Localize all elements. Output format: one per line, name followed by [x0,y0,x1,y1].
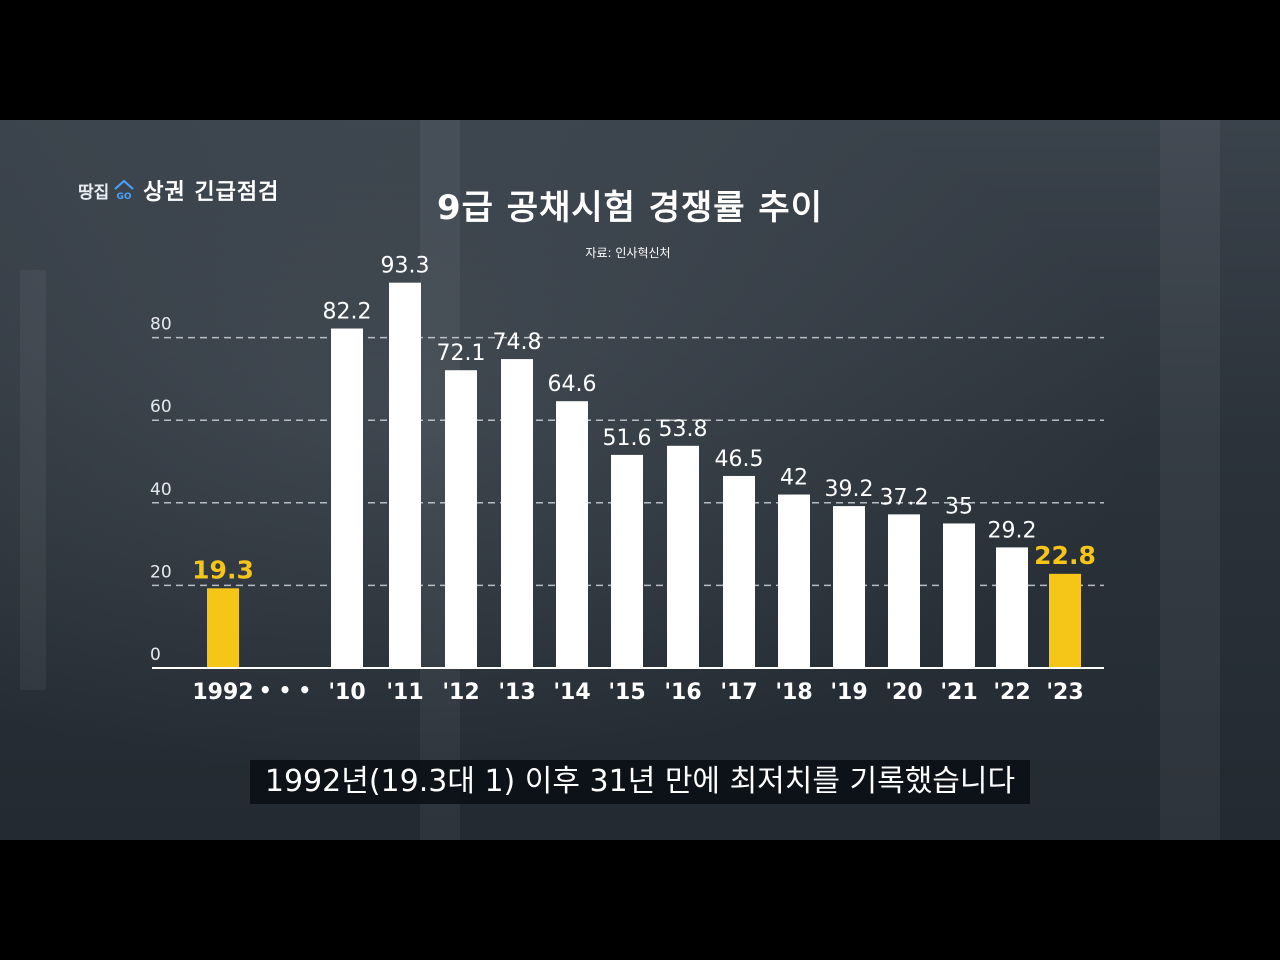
logo-section: 상권 긴급점검 [143,180,280,205]
y-tick-label: 0 [150,645,161,665]
bar [445,370,477,668]
svg-text:GO: GO [117,192,132,201]
x-tick-label: '21 [940,680,977,705]
data-label: 53.8 [659,417,708,442]
x-tick-label: '10 [328,680,365,705]
bar [331,328,363,668]
data-label: 39.2 [825,477,874,502]
x-tick-label: '17 [720,680,757,705]
x-tick-label: '15 [608,680,645,705]
data-label: 51.6 [603,426,652,451]
bar [389,282,421,668]
chart-source: 자료: 인사혁신처 [585,246,671,260]
x-tick-label: '14 [553,680,590,705]
bar [501,359,533,668]
data-label: 37.2 [880,485,929,510]
bar [778,494,810,668]
video-subtitle: 1992년(19.3대 1) 이후 31년 만에 최저치를 기록했습니다 [250,760,1030,804]
y-tick-label: 40 [150,480,172,500]
data-label: 35 [945,494,973,519]
y-tick-label: 60 [150,397,172,417]
background-pillar [20,270,46,690]
logo-brand: 땅집 [78,182,110,203]
data-label: 29.2 [988,518,1037,543]
bar [943,523,975,668]
bar [833,506,865,668]
x-tick-label: '19 [830,680,867,705]
data-label: 22.8 [1034,541,1096,570]
bar [611,454,643,668]
axis-break-label: • • • [259,678,311,702]
bar [996,547,1028,668]
x-tick-label: '18 [775,680,812,705]
background-pillar [1160,120,1220,840]
data-label: 19.3 [192,555,254,584]
bar [207,588,239,668]
x-tick-label: '11 [386,680,423,705]
x-tick-label: '16 [664,680,701,705]
video-frame: 땅집 GO 상권 긴급점검 9급 공채시험 경쟁률 추이 자료: 인사혁신처 0… [0,120,1280,840]
data-label: 64.6 [548,372,597,397]
x-tick-label: 1992 [192,680,253,705]
x-tick-label: '13 [498,680,535,705]
y-tick-label: 20 [150,562,172,582]
x-tick-label: '12 [442,680,479,705]
bar [1049,573,1081,668]
bar [888,514,920,668]
data-label: 82.2 [323,300,372,325]
bar [556,401,588,668]
data-label: 46.5 [715,447,764,472]
data-label: 42 [780,466,808,491]
x-tick-label: '20 [885,680,922,705]
bar [723,475,755,668]
go-badge-icon: GO [113,179,135,202]
data-label: 93.3 [381,254,430,279]
x-tick-label: '23 [1046,680,1083,705]
y-tick-label: 80 [150,315,172,335]
x-tick-label: '22 [993,680,1030,705]
data-label: 72.1 [437,341,486,366]
chart-title: 9급 공채시험 경쟁률 추이 [437,188,823,228]
channel-logo: 땅집 GO 상권 긴급점검 [78,170,279,210]
bar-chart: 0 20 40 60 80 19.3 82.2 93.3 72.1 74.864.6 51.6 53… [150,254,1104,705]
data-label: 74.8 [493,330,542,355]
bar [667,445,699,668]
